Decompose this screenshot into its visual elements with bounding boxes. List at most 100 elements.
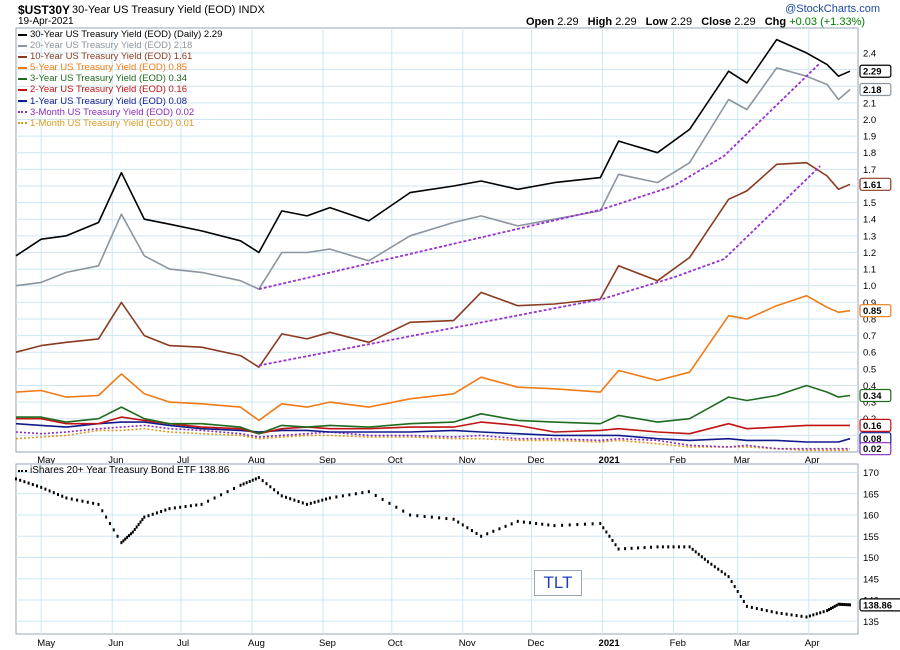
- etf-price-point: [265, 482, 268, 486]
- etf-price-point: [849, 603, 851, 607]
- x-tick-label: Dec: [528, 455, 545, 466]
- series-line: [15, 424, 850, 450]
- legend: 30-Year US Treasury Yield (EOD) (Daily) …: [18, 29, 222, 129]
- etf-price-point: [438, 516, 441, 520]
- etf-price-point: [795, 614, 798, 618]
- etf-price-point: [745, 604, 748, 608]
- etf-price-point: [516, 519, 519, 523]
- etf-price-point: [139, 520, 142, 524]
- etf-price-point: [108, 522, 111, 525]
- legend-label: 2-Year US Treasury Yield (EOD) 0.16: [30, 84, 187, 96]
- etf-price-point: [576, 523, 579, 527]
- etf-price-point: [822, 610, 825, 614]
- plot-frame: [15, 27, 859, 453]
- price-label: 1.61: [863, 180, 882, 191]
- etf-price-point: [553, 524, 556, 528]
- etf-price-point: [313, 500, 316, 504]
- ticker-symbol: $UST30Y: [18, 3, 71, 17]
- etf-price-point: [254, 477, 257, 481]
- etf-price-point: [321, 498, 324, 502]
- legend-swatch: [18, 469, 27, 472]
- etf-price-point: [510, 522, 513, 526]
- etf-price-point: [591, 522, 594, 526]
- etf-price-point: [273, 488, 276, 492]
- etf-price-point: [541, 522, 544, 526]
- etf-price-point: [452, 517, 455, 521]
- etf-price-point: [101, 509, 104, 513]
- x-tick-label: Dec: [528, 638, 545, 649]
- price-label-box: [859, 442, 892, 456]
- x-tick-label: May: [37, 638, 55, 649]
- etf-price-point: [630, 546, 633, 550]
- etf-price-point: [617, 547, 620, 551]
- etf-price-point: [147, 514, 150, 518]
- etf-price-point: [168, 507, 171, 511]
- etf-price-point: [395, 505, 398, 509]
- legend-item: 5-Year US Treasury Yield (EOD) 0.85: [18, 62, 222, 73]
- series-line: [15, 38, 851, 257]
- y-tick-label: 1.8: [863, 148, 876, 159]
- etf-price-point: [819, 611, 822, 615]
- etf-price-point: [599, 522, 602, 525]
- etf-price-point: [528, 521, 531, 525]
- etf-price-point: [173, 506, 176, 510]
- etf-price-point: [65, 496, 68, 500]
- etf-price-point: [486, 532, 489, 536]
- etf-price-point: [293, 498, 296, 502]
- etf-price-point: [730, 580, 733, 584]
- etf-price-point: [770, 610, 773, 614]
- plot-frame: [15, 463, 859, 635]
- price-label: 2.18: [863, 85, 882, 96]
- y-tick-label: 170: [863, 468, 879, 479]
- etf-price-point: [498, 527, 501, 531]
- y-tick-label: 1.2: [863, 248, 876, 259]
- etf-price-point: [137, 523, 140, 527]
- etf-price-point: [48, 489, 51, 493]
- etf-price-point: [179, 505, 182, 509]
- legend-swatch: [18, 55, 27, 58]
- etf-price-point: [251, 478, 254, 482]
- etf-price-point: [31, 483, 34, 487]
- etf-price-point: [672, 545, 675, 549]
- y-tick-label: 0.8: [863, 314, 876, 325]
- etf-price-point: [261, 479, 264, 483]
- etf-price-point: [837, 602, 840, 606]
- etf-price-point: [245, 481, 248, 485]
- etf-price-point: [381, 497, 384, 501]
- chart-panel-2: 135140145150155160165170MayJunJulAugSepO…: [15, 463, 900, 649]
- etf-price-point: [276, 491, 279, 495]
- legend-label: 10-Year US Treasury Yield (EOD) 1.61: [30, 51, 193, 63]
- etf-price-point: [739, 594, 742, 598]
- etf-price-point: [700, 555, 703, 559]
- price-label-box: [859, 64, 892, 78]
- x-tick-label: Jun: [108, 455, 123, 466]
- etf-price-point: [466, 526, 469, 530]
- etf-price-point: [348, 493, 351, 497]
- legend-item: 2-Year US Treasury Yield (EOD) 0.16: [18, 84, 222, 95]
- etf-price-point: [733, 585, 736, 589]
- trendline: [258, 62, 821, 290]
- etf-price-point: [280, 494, 283, 498]
- etf-price-point: [301, 501, 304, 505]
- series-line: [15, 67, 851, 290]
- etf-price-point: [269, 485, 272, 489]
- price-label-box: [859, 418, 892, 432]
- price-label-box: [859, 304, 892, 318]
- etf-price-point: [643, 546, 646, 550]
- y-tick-label: 0.7: [863, 331, 876, 342]
- etf-price-point: [305, 502, 308, 506]
- legend-swatch: [18, 44, 27, 47]
- legend-swatch: [18, 89, 27, 92]
- legend-label: 5-Year US Treasury Yield (EOD) 0.85: [30, 62, 187, 74]
- etf-price-point: [128, 534, 131, 538]
- etf-price-point: [23, 480, 26, 484]
- y-tick-label: 0.5: [863, 364, 876, 375]
- price-label: 0.02: [863, 444, 882, 455]
- etf-price-point: [780, 611, 783, 615]
- price-label: 0.16: [863, 421, 882, 432]
- x-tick-label: Aug: [248, 455, 265, 466]
- etf-price-point: [207, 499, 210, 503]
- legend-item: 10-Year US Treasury Yield (EOD) 1.61: [18, 51, 222, 62]
- etf-price-point: [755, 607, 758, 610]
